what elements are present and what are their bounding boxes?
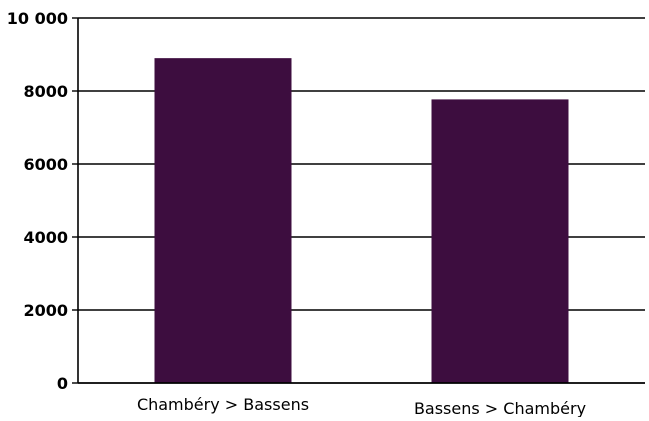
- y-tick-label: 2000: [23, 301, 68, 320]
- x-tick-labels: Chambéry > Bassens Bassens > Chambéry: [137, 395, 586, 418]
- y-tick-label: 4000: [23, 228, 68, 247]
- bar-layer: [154, 58, 569, 384]
- x-tick-label: Bassens > Chambéry: [414, 399, 586, 417]
- axis-layer: [72, 17, 645, 384]
- y-tick-label: 8000: [23, 82, 68, 101]
- bar-0: [154, 58, 292, 384]
- bar-1: [431, 99, 569, 384]
- x-tick-label: Chambéry > Bassens: [137, 395, 309, 414]
- y-tick-label: 6000: [23, 155, 68, 174]
- y-tick-labels: 0 2000 4000 6000 8000 10 000: [7, 9, 68, 393]
- y-tick-label: 0: [57, 374, 68, 393]
- y-tick-label: 10 000: [7, 9, 68, 28]
